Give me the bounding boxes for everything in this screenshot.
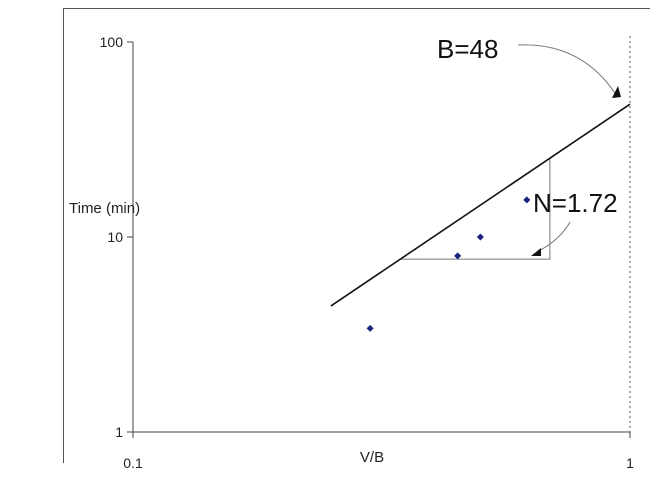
- annotation-n-arrowhead: [531, 248, 541, 256]
- annotation-b-arrow: [517, 44, 616, 94]
- annotation-n-value: N=1.72: [533, 188, 618, 218]
- data-point: [476, 233, 484, 241]
- slope-triangle: [400, 158, 551, 260]
- y-tick-label: 10: [107, 229, 123, 245]
- x-tick-label: 0.1: [123, 455, 143, 471]
- chart-frame: [63, 8, 650, 463]
- fit-line: [330, 103, 631, 307]
- x-axis-title: V/B: [360, 449, 384, 466]
- x-tick-label: 1: [626, 455, 634, 471]
- annotation-n-arrow: [536, 221, 571, 253]
- annotation-b-value: B=48: [437, 34, 498, 64]
- annotation-b-arrowhead: [612, 86, 621, 98]
- y-axis-title: Time (min): [69, 200, 140, 217]
- y-tick-label: 100: [100, 34, 124, 50]
- data-point: [366, 324, 374, 332]
- data-point: [523, 196, 531, 204]
- y-tick-label: 1: [115, 424, 123, 440]
- data-point: [454, 252, 462, 260]
